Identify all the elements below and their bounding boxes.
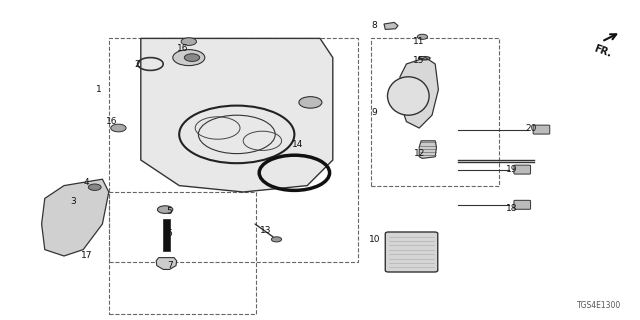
- Circle shape: [88, 184, 101, 190]
- Polygon shape: [384, 22, 398, 29]
- Text: 3: 3: [71, 197, 76, 206]
- Circle shape: [417, 34, 428, 39]
- Text: 2: 2: [135, 60, 140, 68]
- Text: 4: 4: [84, 178, 89, 187]
- Text: 18: 18: [506, 204, 518, 212]
- Text: TGS4E1300: TGS4E1300: [577, 301, 621, 310]
- Polygon shape: [400, 58, 438, 128]
- Circle shape: [184, 54, 200, 61]
- FancyBboxPatch shape: [514, 200, 531, 209]
- Text: 9: 9: [372, 108, 377, 116]
- Circle shape: [271, 237, 282, 242]
- Text: 7: 7: [167, 261, 172, 270]
- Text: 1: 1: [97, 85, 102, 94]
- Circle shape: [157, 206, 173, 213]
- Text: 8: 8: [372, 21, 377, 30]
- Text: FR.: FR.: [592, 43, 612, 59]
- Text: 10: 10: [369, 236, 380, 244]
- Circle shape: [111, 124, 126, 132]
- Circle shape: [299, 97, 322, 108]
- Text: 16: 16: [177, 44, 188, 52]
- Text: 13: 13: [260, 226, 271, 235]
- Polygon shape: [419, 141, 436, 158]
- Ellipse shape: [388, 77, 429, 115]
- Text: 6: 6: [167, 229, 172, 238]
- Text: 12: 12: [413, 149, 425, 158]
- Circle shape: [181, 38, 196, 45]
- Polygon shape: [42, 179, 109, 256]
- FancyBboxPatch shape: [385, 232, 438, 272]
- FancyBboxPatch shape: [514, 165, 531, 174]
- Text: 5: 5: [167, 207, 172, 216]
- Polygon shape: [163, 219, 170, 251]
- Text: 11: 11: [413, 37, 425, 46]
- Text: 19: 19: [506, 165, 518, 174]
- Polygon shape: [156, 258, 177, 269]
- Text: 16: 16: [106, 117, 118, 126]
- Polygon shape: [141, 38, 333, 192]
- Text: 20: 20: [525, 124, 537, 132]
- Text: 17: 17: [81, 252, 92, 260]
- Text: 14: 14: [292, 140, 303, 148]
- Circle shape: [173, 50, 205, 66]
- Text: 15: 15: [413, 56, 425, 65]
- FancyBboxPatch shape: [533, 125, 550, 134]
